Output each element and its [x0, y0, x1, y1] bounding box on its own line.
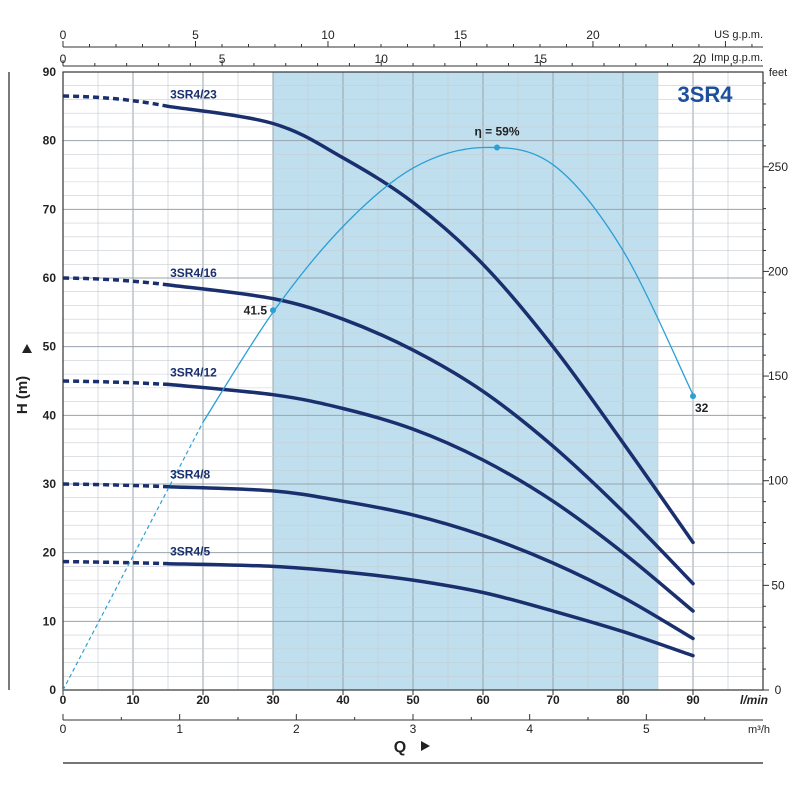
- efficiency-point-label: 32: [695, 401, 709, 415]
- head-curve-dashed: [62, 482, 169, 489]
- head-curve: [166, 382, 695, 613]
- x-tick-label: 20: [196, 693, 210, 707]
- usgpm-unit-label: US g.p.m.: [714, 29, 763, 41]
- x-tick-label: 60: [476, 693, 490, 707]
- usgpm-tick-label: 0: [60, 28, 67, 42]
- series-label: 3SR4/16: [170, 266, 217, 280]
- series-label: 3SR4/8: [170, 468, 210, 482]
- model-badge: 3SR4: [677, 82, 733, 107]
- y-tick-label: 60: [43, 271, 57, 285]
- y-tick-label: 30: [43, 477, 57, 491]
- m3h-tick-label: 3: [410, 722, 417, 736]
- head-curve-dashed: [62, 94, 169, 109]
- y-tick-label: 50: [43, 340, 57, 354]
- y-tick-label: 0: [49, 683, 56, 697]
- head-curves: [62, 94, 695, 658]
- efficiency-curve: [62, 144, 696, 691]
- head-curve: [166, 283, 695, 586]
- series-label: 3SR4/5: [170, 545, 210, 559]
- x-axis-title: Q: [394, 739, 406, 756]
- feet-tick-label: 250: [768, 160, 788, 174]
- m3h-tick-label: 2: [293, 722, 300, 736]
- head-curve: [166, 484, 695, 641]
- efficiency-point-label: 41.5: [244, 303, 268, 317]
- efficiency-point: [690, 393, 696, 400]
- series-label: 3SR4/12: [170, 365, 217, 379]
- feet-tick-label: 50: [771, 578, 785, 592]
- head-curve-dashed: [62, 276, 169, 287]
- usgpm-tick-label: 15: [454, 28, 468, 42]
- x-axis-arrow-icon: [421, 741, 430, 751]
- impgpm-tick-label: 20: [693, 52, 707, 66]
- head-curve: [166, 104, 695, 545]
- y-tick-label: 40: [43, 408, 57, 422]
- x-tick-label: 90: [686, 693, 700, 707]
- head-curve-dashed: [62, 379, 169, 387]
- efficiency-label: η = 59%: [474, 125, 519, 139]
- series-label: 3SR4/23: [170, 87, 217, 101]
- head-curve: [166, 561, 695, 658]
- head-curve-dashed: [62, 559, 169, 566]
- m3h-unit-label: m³/h: [748, 724, 770, 736]
- y-axis-title: H (m): [14, 376, 31, 414]
- m3h-tick-label: 0: [60, 722, 67, 736]
- m3h-tick-label: 5: [643, 722, 650, 736]
- y-tick-label: 80: [43, 134, 57, 148]
- x-tick-label: 70: [546, 693, 560, 707]
- impgpm-unit-label: Imp g.p.m.: [711, 52, 763, 64]
- x-tick-label: 30: [266, 693, 280, 707]
- usgpm-tick-label: 5: [192, 28, 199, 42]
- x-unit-label: l/min: [740, 693, 768, 707]
- y-tick-label: 20: [43, 546, 57, 560]
- y-tick-label: 70: [43, 202, 57, 216]
- efficiency-point: [494, 144, 500, 151]
- feet-tick-label: 150: [768, 369, 788, 383]
- y-axis-arrow-icon: [22, 344, 32, 353]
- impgpm-tick-label: 0: [60, 52, 67, 66]
- chart-labels: 3SR4/23 3SR4/16 3SR4/12 3SR4/8 3SR4/5 41.5 32 η…: [170, 82, 733, 559]
- x-tick-label: 10: [126, 693, 140, 707]
- impgpm-tick-label: 10: [375, 52, 389, 66]
- chart-grid: [62, 71, 764, 691]
- feet-tick-label: 0: [775, 683, 782, 697]
- efficiency-curve-dashed: [62, 421, 204, 691]
- impgpm-tick-label: 15: [534, 52, 548, 66]
- x-tick-label: 0: [60, 693, 67, 707]
- m3h-tick-label: 1: [176, 722, 183, 736]
- feet-unit-label: feet: [769, 67, 787, 79]
- x-tick-label: 40: [336, 693, 350, 707]
- y-tick-label: 90: [43, 65, 57, 79]
- x-tick-label: 50: [406, 693, 420, 707]
- x-tick-label: 80: [616, 693, 630, 707]
- impgpm-tick-label: 5: [219, 52, 226, 66]
- feet-tick-label: 100: [768, 474, 788, 488]
- efficiency-point: [270, 307, 276, 314]
- m3h-tick-label: 4: [526, 722, 533, 736]
- usgpm-tick-label: 20: [586, 28, 600, 42]
- y-tick-label: 10: [43, 614, 57, 628]
- feet-tick-label: 200: [768, 264, 788, 278]
- usgpm-tick-label: 10: [321, 28, 335, 42]
